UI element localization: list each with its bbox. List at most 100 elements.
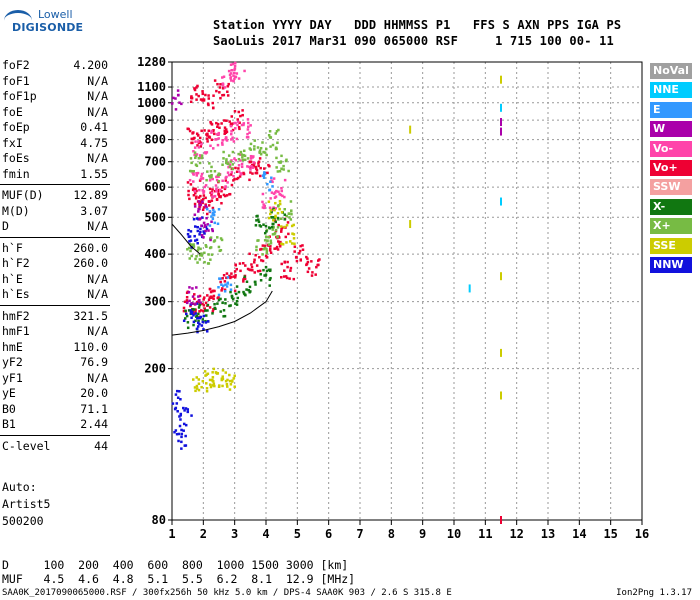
echo-point — [198, 161, 202, 165]
echo-point — [208, 378, 212, 382]
echo-point — [268, 206, 272, 210]
echo-point — [299, 244, 302, 248]
echo-point — [222, 284, 225, 288]
param-name: h`E — [2, 271, 23, 286]
echo-point — [277, 240, 280, 243]
param-row: yE 20.0 — [2, 386, 108, 401]
echo-point — [215, 175, 218, 179]
echo-point — [198, 233, 201, 236]
param-row: h`Es N/A — [2, 287, 108, 302]
echo-point — [216, 122, 220, 126]
echo-point — [187, 235, 191, 239]
echo-point — [259, 146, 263, 150]
echo-point — [205, 137, 209, 140]
echo-point — [175, 402, 179, 405]
param-row: fxI 4.75 — [2, 136, 108, 151]
echo-point — [305, 263, 308, 267]
echo-point — [192, 193, 196, 197]
echo-point — [283, 213, 287, 216]
echo-point — [230, 79, 233, 82]
echo-point — [220, 201, 223, 205]
echo-point — [269, 197, 272, 200]
echo-point — [288, 216, 291, 219]
echo-point — [193, 297, 196, 301]
echo-point — [233, 275, 237, 279]
echo-point — [255, 167, 258, 170]
echo-point — [235, 303, 239, 306]
echo-point — [285, 276, 289, 280]
param-name: MUF(D) — [2, 188, 44, 202]
echo-point — [279, 240, 282, 244]
echo-point — [310, 274, 314, 277]
param-value: N/A — [87, 104, 108, 119]
echo-point — [247, 165, 251, 169]
echo-point — [291, 232, 294, 235]
echo-point — [254, 224, 258, 227]
echo-point — [201, 208, 205, 212]
echo-point — [196, 229, 200, 233]
echo-point — [208, 287, 212, 291]
legend-item: Vo- — [650, 140, 692, 157]
echo-point — [183, 317, 187, 320]
echo-point — [211, 206, 215, 210]
echo-point — [201, 177, 205, 180]
echo-point — [182, 309, 186, 313]
echo-point — [210, 228, 214, 231]
x-tick-label: 5 — [294, 527, 301, 541]
echo-point — [234, 274, 237, 277]
echo-point — [199, 247, 202, 251]
echo-point — [194, 154, 198, 158]
echo-point — [227, 82, 230, 86]
echo-point — [213, 189, 217, 193]
echo-point — [274, 132, 278, 135]
echo-point — [233, 289, 237, 293]
echo-point — [203, 307, 206, 310]
echo-point — [193, 151, 197, 154]
echo-point — [187, 127, 190, 131]
echo-point — [211, 129, 215, 133]
echo-point — [204, 309, 207, 312]
echo-point — [210, 215, 213, 218]
echo-point — [190, 414, 193, 417]
echo-point — [223, 187, 227, 191]
echo-point — [237, 77, 241, 80]
echo-point — [205, 330, 209, 333]
echo-point — [254, 253, 257, 257]
echo-point — [284, 275, 288, 278]
header-labels: Station YYYY DAY DDD HHMMSS P1 FFS S AXN… — [213, 18, 622, 32]
echo-point — [259, 273, 262, 276]
echo-point — [241, 158, 245, 162]
echo-point — [282, 275, 286, 278]
echo-point — [200, 324, 204, 327]
echo-point — [229, 288, 233, 291]
echo-point — [213, 302, 216, 306]
echo-point — [242, 277, 246, 280]
echo-point — [193, 153, 196, 157]
echo-point — [284, 235, 288, 239]
echo-point — [205, 227, 209, 231]
echo-point — [202, 304, 206, 307]
echo-point — [191, 308, 194, 311]
echo-point — [193, 202, 197, 206]
param-value: 110.0 — [73, 339, 108, 354]
param-name: fxI — [2, 135, 23, 150]
echo-point — [259, 166, 262, 170]
echo-point — [235, 285, 239, 288]
legend-item: W — [650, 121, 692, 138]
echo-point — [201, 320, 205, 324]
echo-point — [224, 179, 228, 182]
param-row: yF2 76.9 — [2, 355, 108, 370]
echo-point — [249, 142, 253, 146]
echo-point — [229, 283, 233, 287]
echo-point — [199, 194, 202, 198]
echo-point — [200, 172, 204, 176]
echo-point — [198, 203, 201, 207]
echo-point — [192, 323, 195, 327]
echo-point — [280, 186, 283, 190]
echo-point — [222, 193, 226, 197]
auto-artist: Artist5 — [2, 497, 51, 511]
echo-point — [179, 398, 182, 401]
echo-point — [248, 131, 251, 134]
echo-point — [191, 287, 194, 290]
echo-point — [205, 389, 209, 393]
